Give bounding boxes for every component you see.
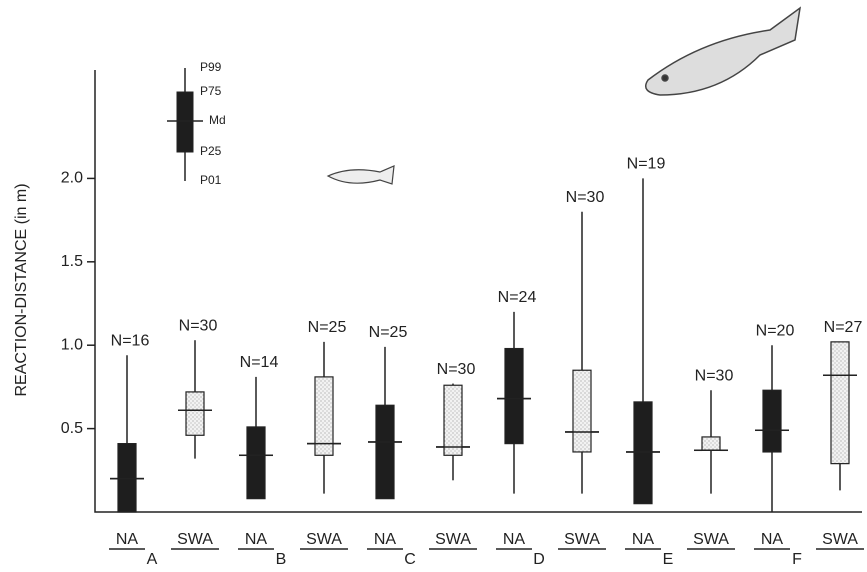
series-label: NA — [632, 531, 655, 548]
box — [117, 443, 137, 513]
n-label: N=30 — [179, 317, 218, 334]
y-tick-label: 1.0 — [61, 336, 83, 353]
group-label: C — [404, 551, 416, 568]
axes — [94, 70, 862, 513]
series-label: NA — [116, 531, 139, 548]
series-label: NA — [374, 531, 397, 548]
series-label: SWA — [177, 531, 213, 548]
box — [185, 391, 205, 436]
n-label: N=30 — [437, 361, 476, 378]
key-label: P01 — [200, 173, 222, 187]
fish-small — [326, 165, 395, 185]
series-label: NA — [761, 531, 784, 548]
box — [375, 404, 395, 500]
group-label: D — [533, 551, 545, 568]
box — [504, 347, 524, 445]
group-label: F — [792, 551, 802, 568]
box — [633, 401, 653, 505]
key-label: P25 — [200, 144, 222, 158]
n-label: N=20 — [756, 322, 795, 339]
n-label: N=16 — [111, 332, 150, 349]
n-label: N=24 — [498, 289, 537, 306]
group-label: A — [147, 551, 158, 568]
box — [830, 341, 850, 465]
key-label: Md — [209, 113, 226, 127]
n-label: N=30 — [695, 367, 734, 384]
box — [572, 369, 592, 453]
series-label: SWA — [306, 531, 342, 548]
series-label: NA — [245, 531, 268, 548]
series-label: SWA — [693, 531, 729, 548]
box — [246, 426, 266, 500]
series-label: SWA — [822, 531, 858, 548]
series-label: SWA — [564, 531, 600, 548]
box — [443, 384, 463, 456]
y-tick-label: 1.5 — [61, 253, 83, 270]
key-box — [176, 91, 194, 153]
box — [701, 436, 721, 451]
n-label: N=25 — [369, 324, 408, 341]
key-label: P75 — [200, 84, 222, 98]
box — [762, 389, 782, 453]
n-label: N=30 — [566, 189, 605, 206]
y-tick-label: 2.0 — [61, 170, 83, 187]
series-label: SWA — [435, 531, 471, 548]
group-label: B — [276, 551, 287, 568]
y-axis-label: REACTION-DISTANCE (in m) — [13, 183, 30, 396]
n-label: N=25 — [308, 319, 347, 336]
box — [314, 376, 334, 456]
group-label: E — [663, 551, 674, 568]
fish-large — [645, 6, 802, 96]
n-label: N=27 — [824, 319, 863, 336]
series-label: NA — [503, 531, 526, 548]
n-label: N=14 — [240, 354, 279, 371]
n-label: N=19 — [627, 156, 666, 173]
y-tick-label: 0.5 — [61, 420, 83, 437]
key-label: P99 — [200, 60, 222, 74]
